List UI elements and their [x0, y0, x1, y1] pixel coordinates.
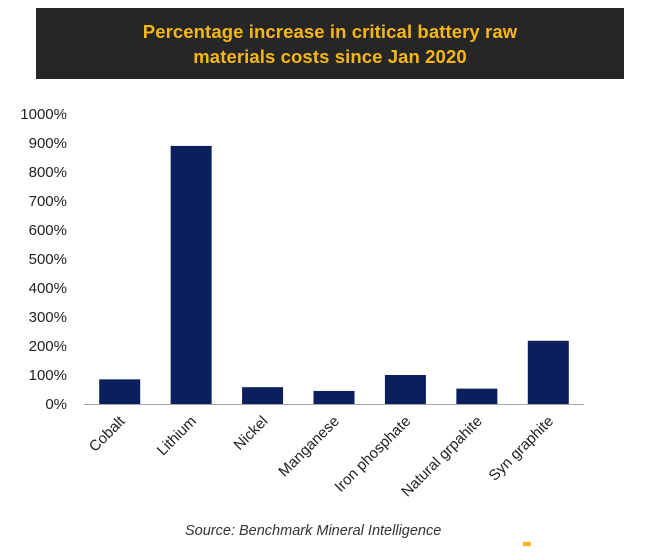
y-tick-label: 900% [29, 135, 67, 152]
source-caption: Source: Benchmark Mineral Intelligence [185, 523, 442, 539]
title-banner: Percentage increase in critical battery … [36, 8, 624, 79]
y-tick-label: 500% [29, 251, 67, 268]
x-category-label: Iron phosphate [331, 413, 414, 496]
bar [456, 388, 498, 404]
y-tick-label: 1000% [20, 106, 67, 123]
x-category-label: Syn graphite [486, 413, 558, 485]
y-tick-label: 800% [29, 164, 67, 181]
bar [527, 340, 569, 404]
y-tick-label: 600% [29, 222, 67, 239]
bar [99, 379, 141, 404]
y-tick-label: 0% [45, 396, 67, 413]
x-category-label: Nickel [230, 413, 271, 454]
chart-title-line-1: Percentage increase in critical battery … [142, 20, 518, 42]
bar [384, 375, 426, 404]
bar [242, 387, 284, 404]
x-category-label: Manganese [275, 413, 342, 480]
x-category-label: Lithium [154, 413, 200, 459]
bar-chart: 0% 100% 200% 300% 400% 500% 600% 700% 800% 900% 10… [20, 106, 584, 500]
chart-title-line-2: materials costs since Jan 2020 [193, 45, 467, 67]
y-tick-label: 300% [29, 309, 67, 326]
y-tick-label: 100% [29, 367, 67, 384]
y-tick-label: 200% [29, 338, 67, 355]
y-tick-label: 400% [29, 280, 67, 297]
bar [313, 390, 355, 404]
bar [170, 145, 212, 404]
accent-mark [523, 542, 531, 546]
y-tick-label: 700% [29, 193, 67, 210]
x-category-label: Cobalt [86, 412, 129, 455]
